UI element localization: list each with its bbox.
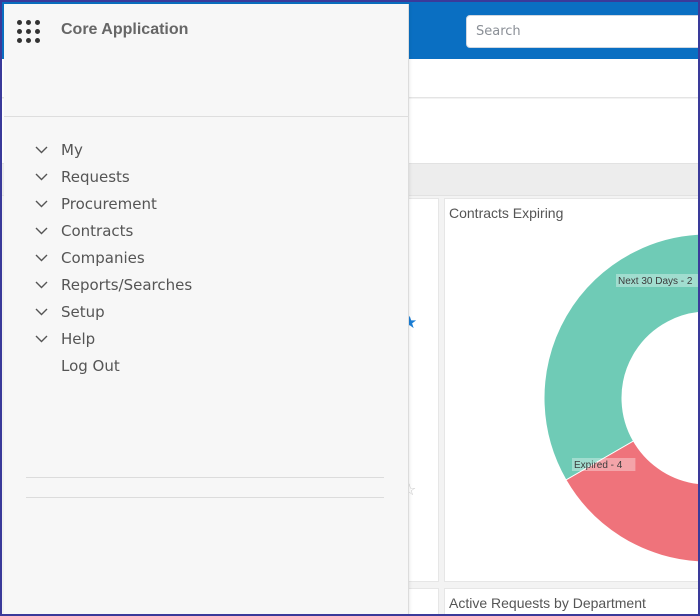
- active-requests-card: Active Requests by Department: [444, 588, 698, 614]
- chevron-down-icon[interactable]: [4, 227, 61, 235]
- chevron-down-icon[interactable]: [4, 146, 61, 154]
- menu-item-label: Help: [61, 329, 96, 348]
- chevron-down-icon[interactable]: [4, 173, 61, 181]
- menu-item-setup[interactable]: Setup: [4, 298, 409, 325]
- main-menu: My Requests Procurement Contracts Companies R…: [4, 136, 409, 379]
- chevron-down-icon[interactable]: [4, 281, 61, 289]
- menu-item-requests[interactable]: Requests: [4, 163, 409, 190]
- donut-label-text: Next 30 Days - 2: [618, 276, 693, 287]
- menu-item-contracts[interactable]: Contracts: [4, 217, 409, 244]
- active-requests-title: Active Requests by Department: [449, 595, 646, 611]
- menu-item-label: Requests: [61, 167, 130, 186]
- menu-item-label: Companies: [61, 248, 145, 267]
- menu-item-reports-searches[interactable]: Reports/Searches: [4, 271, 409, 298]
- donut-label-background: [572, 458, 636, 471]
- menu-divider: [26, 497, 384, 498]
- donut-label-text: Expired - 4: [574, 460, 623, 471]
- menu-item-my[interactable]: My: [4, 136, 409, 163]
- chevron-down-icon[interactable]: [4, 335, 61, 343]
- donut-label: Next 30 Days - 2: [616, 274, 698, 287]
- menu-item-label: My: [61, 140, 83, 159]
- menu-item-procurement[interactable]: Procurement: [4, 190, 409, 217]
- donut-slice-expired[interactable]: [565, 234, 700, 563]
- chevron-down-icon[interactable]: [4, 200, 61, 208]
- app-title: Core Application: [61, 21, 189, 38]
- menu-item-label: Reports/Searches: [61, 275, 193, 294]
- search-input[interactable]: [467, 16, 698, 47]
- menu-item-label: Log Out: [61, 356, 120, 375]
- menu-item-label: Procurement: [61, 194, 157, 213]
- menu-divider: [26, 477, 384, 478]
- menu-item-label: Setup: [61, 302, 105, 321]
- chevron-down-icon[interactable]: [4, 254, 61, 262]
- donut-label: Expired - 4: [572, 458, 636, 471]
- contracts-expiring-donut-chart: Next 30 Days - 2 Expired - 4: [543, 233, 700, 563]
- menu-item-help[interactable]: Help: [4, 325, 409, 352]
- navigation-drawer: Core Application My Requests Procurement Co…: [4, 4, 409, 614]
- app-launcher-grid-icon[interactable]: [17, 20, 41, 44]
- donut-slice-next-30-days[interactable]: [543, 233, 700, 481]
- donut-label-background: [616, 274, 698, 287]
- menu-item-log-out[interactable]: Log Out: [4, 352, 409, 379]
- menu-item-label: Contracts: [61, 221, 134, 240]
- contracts-expiring-title: Contracts Expiring: [449, 205, 564, 221]
- menu-item-companies[interactable]: Companies: [4, 244, 409, 271]
- chevron-down-icon[interactable]: [4, 308, 61, 316]
- search-box[interactable]: [466, 15, 698, 48]
- drawer-header: Core Application: [4, 4, 409, 117]
